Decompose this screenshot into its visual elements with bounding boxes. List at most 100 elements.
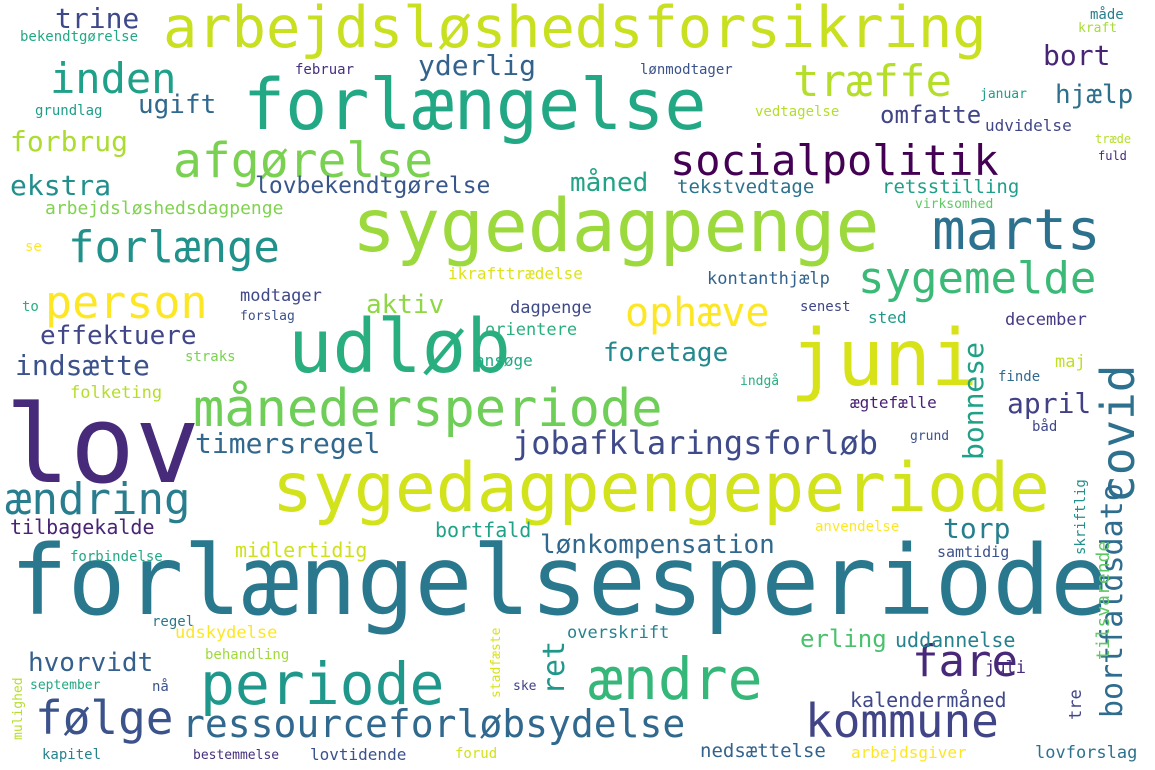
word-senest: senest (800, 299, 851, 315)
word-behandling: behandling (205, 647, 290, 663)
word-arbejdsloshedsforsikring: arbejdsløshedsforsikring (163, 0, 987, 61)
word-aendring: ændring (5, 474, 191, 525)
word-forlaengelse: forlængelse (243, 64, 707, 146)
word-foretage: foretage (603, 338, 729, 368)
word-tilsvarende: tilsvarende (1093, 540, 1114, 660)
word-midlertidig: midlertidig (235, 538, 368, 562)
word-regel: regel (152, 614, 195, 630)
word-lonkompensation: lønkompensation (540, 530, 775, 560)
word-arbejdsloshedsdagpenge: arbejdsløshedsdagpenge (45, 198, 284, 219)
word-fare: fare (912, 636, 1018, 687)
word-uddannelse: uddannelse (895, 628, 1016, 652)
word-kontanthjaelp: kontanthjælp (707, 269, 830, 289)
word-maanedersperiode: månedersperiode (193, 379, 663, 439)
word-juni: juni (790, 314, 978, 404)
word-tekstvedtage: tekstvedtage (677, 176, 815, 198)
word-sygemelde: sygemelde (858, 253, 1097, 304)
word-ophaeve: ophæve (625, 290, 770, 336)
word-anvendelse: anvendelse (815, 519, 900, 535)
word-aktiv: aktiv (366, 290, 445, 320)
word-yderlig: yderlig (418, 49, 537, 82)
word-kommune: kommune (805, 694, 999, 748)
word-orientere: orientere (485, 320, 578, 340)
word-januar: januar (980, 87, 1027, 102)
word-ugift: ugift (138, 90, 217, 120)
word-afgorelse: afgørelse (173, 133, 434, 189)
word-bekendtgorelse: bekendtgørelse (20, 29, 139, 45)
word-forlaengelsesperiode: forlængelsesperiode (10, 525, 1109, 637)
word-ressourceforlobsydelse: ressourceforløbsydelse (182, 702, 686, 746)
word-samtidig: samtidig (937, 543, 1010, 561)
word-vedtagelse: vedtagelse (755, 104, 840, 120)
word-torp: torp (943, 512, 1011, 545)
word-arbejdsgiver: arbejdsgiver (851, 743, 967, 762)
word-maj: maj (1055, 352, 1086, 372)
word-ret: ret (537, 640, 572, 695)
word-skriftlig: skriftlig (1073, 479, 1089, 555)
word-kraft: kraft (1078, 21, 1118, 36)
word-ske: ske (513, 679, 537, 694)
word-folge: følge (35, 691, 174, 745)
word-dagpenge: dagpenge (510, 298, 592, 318)
word-kalendermaaned: kalendermåned (850, 688, 1007, 712)
word-retsstilling: retsstilling (882, 176, 1020, 198)
word-bortfald: bortfald (435, 518, 532, 542)
word-indgaa: indgå (740, 374, 780, 389)
word-december: december (1005, 310, 1087, 330)
word-ikrafttraedelse: ikrafttrædelse (448, 264, 583, 283)
word-naa: nå (152, 679, 169, 695)
word-periode: periode (200, 650, 445, 718)
word-udlob: udløb (288, 304, 511, 390)
word-aendre: ændre (588, 645, 763, 713)
word-forbindelse: forbindelse (70, 549, 163, 565)
word-timersregel: timersregel (195, 427, 381, 460)
word-september: september (30, 678, 101, 693)
word-maade: måde (1090, 7, 1124, 23)
word-sygedagpenge: sygedagpenge (352, 184, 880, 269)
word-forbrug: forbrug (10, 125, 129, 158)
word-stadfaeste: stadfæste (489, 627, 504, 698)
word-sted: sted (868, 308, 907, 327)
word-socialpolitik: socialpolitik (670, 136, 999, 185)
word-straks: straks (185, 349, 236, 365)
word-lovtidende: lovtidende (310, 745, 407, 764)
word-hjaelp: hjælp (1055, 80, 1134, 110)
word-tilbagekalde: tilbagekalde (10, 515, 155, 539)
word-jobafklaringsforlob: jobafklaringsforløb (512, 424, 879, 462)
word-overskrift: overskrift (567, 623, 670, 643)
word-traede: træde (1095, 132, 1132, 146)
word-erling: erling (800, 625, 887, 653)
word-udvidelse: udvidelse (985, 116, 1072, 135)
word-bort: bort (1043, 39, 1111, 72)
word-grundlag: grundlag (35, 103, 103, 119)
word-nedsaettelse: nedsættelse (700, 740, 826, 762)
word-lovforslag: lovforslag (1035, 743, 1138, 763)
word-ansoege: ansøge (475, 351, 533, 370)
word-lovbekendtgorelse: lovbekendtgørelse (255, 173, 491, 199)
word-lov: lov (5, 383, 201, 508)
word-inden: inden (50, 54, 177, 103)
word-forud: forud (455, 746, 498, 762)
word-trine: trine (55, 2, 140, 35)
word-februar: februar (295, 62, 355, 78)
word-bestemmelse: bestemmelse (193, 748, 280, 763)
word-aegtefaelle: ægtefælle (850, 393, 937, 412)
word-bonnese: bonnese (957, 341, 990, 460)
word-indsaette: indsætte (15, 349, 150, 382)
word-person: person (45, 276, 208, 329)
word-finde: finde (998, 369, 1041, 385)
word-ekstra: ekstra (10, 169, 112, 202)
word-omfatte: omfatte (880, 101, 982, 129)
word-april: april (1007, 387, 1092, 420)
word-fuld: fuld (1098, 149, 1127, 163)
word-kapitel: kapitel (42, 747, 102, 763)
word-forlaenge: forlænge (68, 222, 280, 273)
word-virksomhed: virksomhed (915, 197, 994, 212)
word-to: to (22, 299, 39, 315)
word-modtager: modtager (240, 286, 322, 306)
word-forslag: forslag (240, 309, 295, 324)
word-traeffe: træffe (793, 56, 952, 107)
word-baad: båd (1032, 419, 1058, 435)
word-marts: marts (932, 198, 1101, 263)
